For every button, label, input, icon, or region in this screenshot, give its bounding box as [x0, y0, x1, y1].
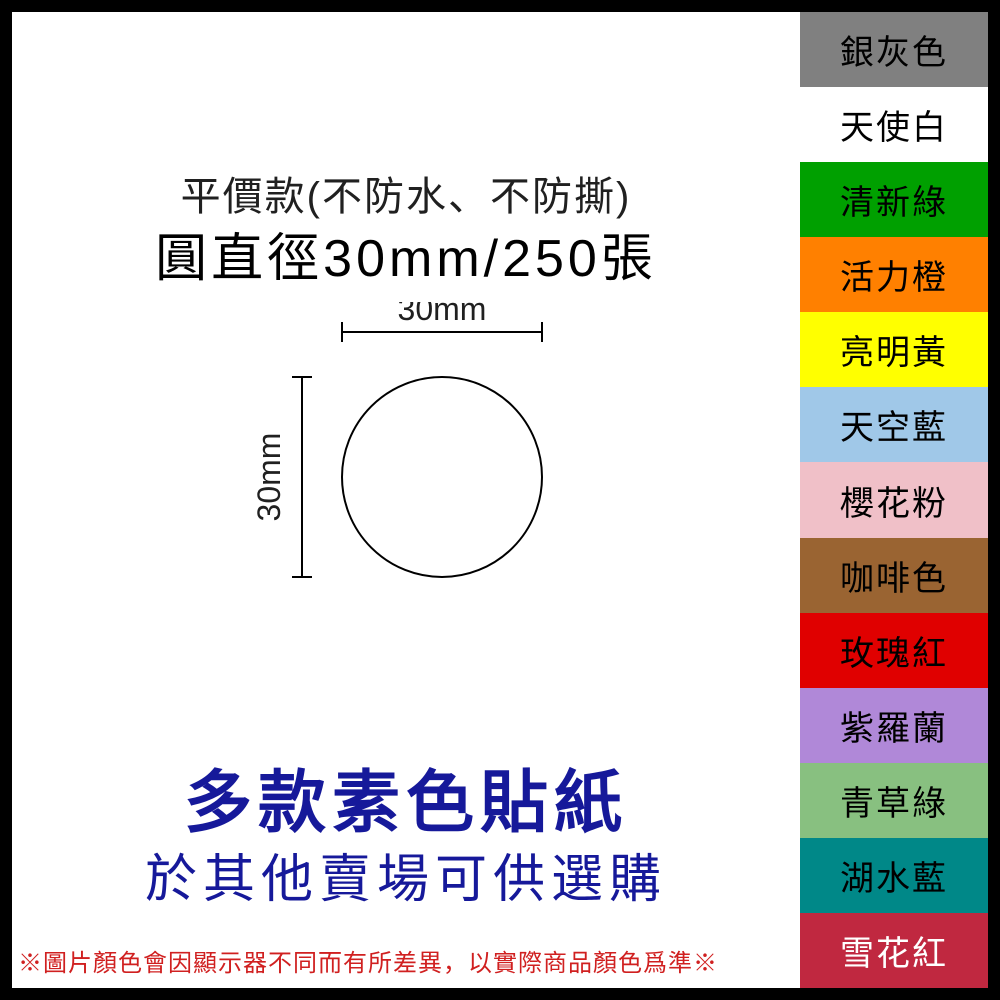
color-swatch: 活力橙	[800, 237, 988, 312]
color-swatch: 紫羅蘭	[800, 688, 988, 763]
color-swatch: 咖啡色	[800, 538, 988, 613]
color-swatch: 櫻花粉	[800, 462, 988, 537]
product-title: 圓直徑30mm/250張	[12, 216, 800, 291]
main-area: 平價款(不防水、不防撕) 圓直徑30mm/250張 30mm 30mm 多款素色…	[12, 12, 800, 988]
color-swatch: 青草綠	[800, 763, 988, 838]
color-swatch: 天使白	[800, 87, 988, 162]
color-swatch: 玫瑰紅	[800, 613, 988, 688]
color-swatch: 天空藍	[800, 387, 988, 462]
promo-line-2: 於其他賣場可供選購	[12, 837, 800, 912]
product-subtitle: 平價款(不防水、不防撕)	[12, 164, 800, 222]
color-swatch: 雪花紅	[800, 913, 988, 988]
color-disclaimer: ※圖片顏色會因顯示器不同而有所差異，以實際商品顏色爲準※	[18, 943, 718, 978]
color-swatch: 銀灰色	[800, 12, 988, 87]
size-diagram: 30mm 30mm	[192, 302, 612, 622]
height-label: 30mm	[251, 433, 287, 522]
color-swatch: 亮明黃	[800, 312, 988, 387]
color-swatch: 清新綠	[800, 162, 988, 237]
color-swatch-column: 銀灰色天使白清新綠活力橙亮明黃天空藍櫻花粉咖啡色玫瑰紅紫羅蘭青草綠湖水藍雪花紅	[800, 12, 988, 988]
color-swatch: 湖水藍	[800, 838, 988, 913]
circle-shape	[342, 377, 542, 577]
width-label: 30mm	[398, 302, 487, 327]
product-frame: 平價款(不防水、不防撕) 圓直徑30mm/250張 30mm 30mm 多款素色…	[0, 0, 1000, 1000]
promo-line-1: 多款素色貼紙	[12, 747, 800, 846]
